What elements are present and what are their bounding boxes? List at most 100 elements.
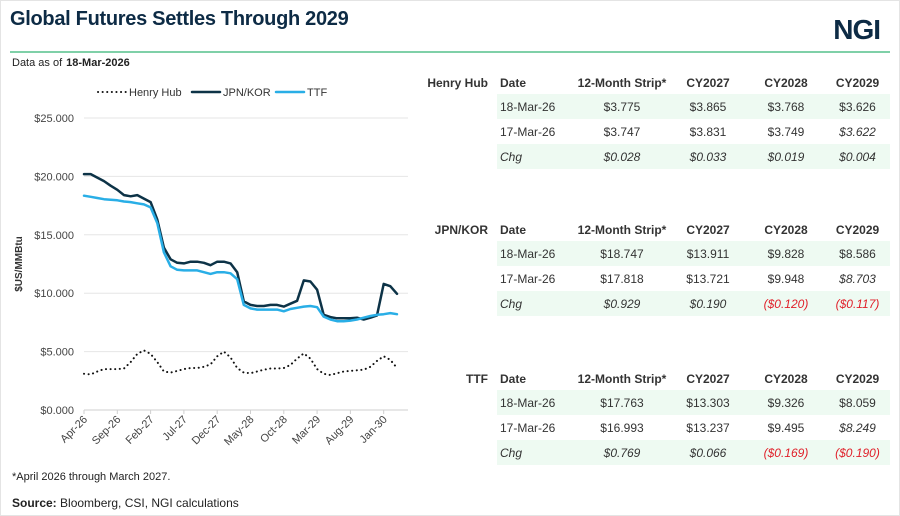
y-tick-label: $5.000 [40,347,74,359]
divider [10,51,890,53]
x-tick-label: Apr-26 [58,414,90,446]
table-cell: $0.769 [603,445,641,460]
legend-label: Henry Hub [129,87,182,99]
table-cell: Chg [500,445,523,460]
table-cell: $9.326 [767,395,805,410]
column-header: CY2028 [764,372,808,386]
table-row: Chg $0.028 $0.033 $0.019 $0.004 [497,144,890,169]
table-cell: ($0.169) [763,445,809,460]
table-row: Chg $0.929 $0.190 ($0.120) ($0.117) [497,291,890,316]
table-row: 17-Mar-26 $16.993 $13.237 $9.495 $8.249 [497,415,890,440]
table-cell: 17-Mar-26 [500,271,556,286]
column-header: CY2027 [686,223,730,237]
series-line-jpn-kor [82,172,399,321]
y-tick-label: $10.000 [34,288,74,300]
table-cell: $13.303 [686,395,730,410]
table-cell: $9.948 [767,271,805,286]
x-tick-label: May-28 [222,414,256,448]
series-line-henry-hub [83,349,398,376]
table-cell: $13.911 [686,246,730,261]
source-note: Source: Bloomberg, CSI, NGI calculations [12,496,239,510]
x-tick-label: Dec-27 [190,414,224,448]
column-header: CY2027 [686,372,730,386]
table-cell: $17.818 [600,271,644,286]
table-cell: $3.747 [603,124,641,139]
table-row: 17-Mar-26 $17.818 $13.721 $9.948 $8.703 [497,266,890,291]
x-tick-label: Feb-27 [124,414,157,447]
legend-label: TTF [307,87,327,99]
ngi-logo: NGI [833,14,881,45]
table-cell: $3.831 [689,124,727,139]
table-cell: 17-Mar-26 [500,124,556,139]
column-header: Date [500,223,527,237]
column-header: Date [500,372,527,386]
table-cell: $0.019 [767,149,805,164]
table-cell: $8.249 [839,420,876,435]
table-cell: $3.775 [603,99,641,114]
table-cell: $0.929 [603,296,641,311]
table-header-row: Date 12-Month Strip* CY2027 CY2028 CY2029 [497,368,890,390]
table-row: 18-Mar-26 $3.775 $3.865 $3.768 $3.626 [497,94,890,119]
table-cell: $3.626 [839,99,876,114]
table-cell: $13.237 [686,420,730,435]
column-header: CY2029 [835,76,880,90]
column-header: CY2028 [764,76,808,90]
y-tick-label: $20.000 [34,171,74,183]
table-cell: $3.749 [767,124,805,139]
column-header: CY2029 [835,372,880,386]
x-tick-label: Sep-26 [90,414,124,448]
table-title: TTF [466,372,488,386]
table-cell: $16.993 [600,420,644,435]
source-text: Bloomberg, CSI, NGI calculations [56,496,239,510]
x-tick-label: Jul-27 [160,414,190,444]
table-row: 17-Mar-26 $3.747 $3.831 $3.749 $3.622 [497,119,890,144]
source-label: Source: [12,496,57,510]
table-title: Henry Hub [427,76,488,90]
data-as-of: Data as of 18-Mar-2026 [12,57,130,69]
x-tick-label: Mar-29 [290,414,323,447]
table-cell: $0.028 [603,149,641,164]
y-tick-label: $0.000 [40,405,74,417]
table-cell: $8.059 [839,395,876,410]
table-cell: $0.190 [689,296,727,311]
table-row: 18-Mar-26 $17.763 $13.303 $9.326 $8.059 [497,390,890,415]
table-cell: $0.033 [689,149,727,164]
x-tick-label: Oct-28 [258,414,290,446]
table-cell: Chg [500,296,523,311]
y-tick-label: $15.000 [34,230,74,242]
table-cell: 18-Mar-26 [500,246,556,261]
column-header: CY2029 [835,223,880,237]
futures-line-chart: $0.000 $5.000 $10.000 $15.000 $20.000 $25.000… [14,87,408,448]
x-tick-label: Aug-29 [323,414,357,448]
table-cell: $8.586 [839,246,876,261]
table-cell: $13.721 [686,271,730,286]
footnote: *April 2026 through March 2027. [12,471,171,483]
table-cell: Chg [500,149,523,164]
table-cell: $0.004 [839,149,876,164]
table-cell: $3.622 [839,124,876,139]
table-cell: $0.066 [689,445,727,460]
table-header-row: Date 12-Month Strip* CY2027 CY2028 CY2029 [497,72,890,94]
series-line-ttf [82,194,399,323]
column-header: 12-Month Strip* [577,223,667,237]
column-header: Date [500,76,527,90]
table-cell: $3.865 [689,99,727,114]
table-cell: $17.763 [600,395,644,410]
table-cell: ($0.120) [763,296,809,311]
table-cell: $9.828 [767,246,805,261]
table-row: 18-Mar-26 $18.747 $13.911 $9.828 $8.586 [497,241,890,266]
table-cell: $3.768 [767,99,805,114]
column-header: 12-Month Strip* [577,372,667,386]
table-cell: $8.703 [839,271,876,286]
legend-label: JPN/KOR [223,87,271,99]
as-of-label: Data as of [12,57,63,69]
table-header-row: Date 12-Month Strip* CY2027 CY2028 CY2029 [497,219,890,241]
table-cell: 18-Mar-26 [500,395,556,410]
table-cell: ($0.117) [835,296,880,311]
table-cell: 18-Mar-26 [500,99,556,114]
table-cell: $9.495 [767,420,805,435]
table-row: Chg $0.769 $0.066 ($0.169) ($0.190) [497,440,890,465]
page-title: Global Futures Settles Through 2029 [10,8,349,30]
column-header: CY2027 [686,76,730,90]
y-axis-title: $US/MMBtu [14,236,25,292]
